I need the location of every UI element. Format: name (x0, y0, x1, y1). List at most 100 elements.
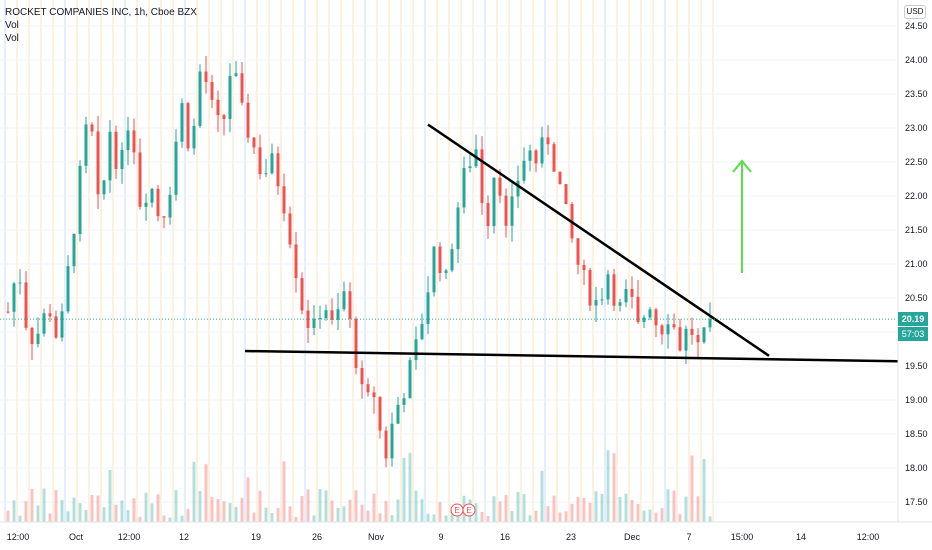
earnings-marker[interactable] (462, 503, 476, 517)
candle-body (114, 131, 118, 170)
volume-bar (606, 450, 610, 522)
grid-lines (0, 25, 896, 503)
candle-body (78, 165, 82, 234)
candle-body (24, 282, 28, 328)
candle-body (132, 130, 136, 153)
candle-body (174, 141, 178, 195)
volume-bar (348, 499, 352, 522)
volume-bar (612, 453, 616, 522)
session-stripe (712, 0, 714, 522)
candle-body (150, 188, 154, 203)
candle-body (222, 115, 226, 119)
candle-body (156, 188, 160, 217)
support-trendline[interactable] (244, 349, 899, 363)
volume-bar (270, 513, 274, 522)
candle-body (552, 144, 556, 172)
time-tick-label: Dec (624, 532, 641, 542)
candle-body (270, 153, 274, 174)
candle-body (318, 318, 322, 320)
candle-body (90, 124, 94, 132)
volume-bar (174, 490, 178, 522)
session-stripe (532, 0, 534, 522)
volume-bar (246, 477, 250, 522)
candle-body (540, 137, 544, 164)
volume-bar (408, 452, 412, 522)
volume-bar (222, 501, 226, 522)
candle-body (618, 302, 622, 306)
currency-button[interactable]: USD (904, 5, 926, 19)
volume-bar (666, 489, 670, 522)
volume-bar (678, 514, 682, 522)
candle-body (84, 124, 88, 166)
candle-body (18, 282, 22, 284)
price-axis[interactable]: 17.5018.0018.5019.0019.5020.0020.5021.00… (905, 21, 928, 507)
symbol-title[interactable]: ROCKET COMPANIES INC, 1h, Cboe BZX (5, 7, 197, 18)
volume-bar (54, 490, 58, 522)
candle-body (252, 137, 256, 148)
volume-indicator-label-1[interactable]: Vol (5, 20, 19, 31)
candle-body (390, 423, 394, 459)
candle-body (558, 171, 562, 185)
candle-body (516, 180, 520, 197)
volume-bar (654, 512, 658, 522)
volume-bar (108, 469, 112, 522)
volume-bar (510, 511, 514, 522)
session-stripe (328, 0, 330, 522)
session-stripe (424, 0, 426, 522)
candle-body (198, 71, 202, 126)
candle-body (522, 160, 526, 181)
volume-bar (102, 507, 106, 522)
volume-bar (570, 503, 574, 522)
candle-body (240, 73, 244, 103)
volume-bar (516, 491, 520, 522)
drawing-annotations[interactable] (0, 123, 899, 363)
session-stripe (436, 0, 438, 522)
session-stripe (676, 0, 678, 522)
volume-bar (588, 502, 592, 522)
volume-bar (216, 498, 220, 522)
volume-bar (36, 505, 40, 522)
candle-body (696, 334, 700, 343)
candle-body (276, 153, 280, 187)
candle-body (96, 131, 100, 195)
volume-bar (30, 488, 34, 522)
volume-bar (600, 494, 604, 522)
candle-body (312, 318, 316, 328)
candle-body (690, 328, 694, 335)
time-tick-label: 12:00 (118, 532, 141, 542)
volume-indicator-label-2[interactable]: Vol (5, 33, 19, 44)
up-arrow-head[interactable] (732, 159, 752, 173)
time-axis[interactable]: 12:00 Oct 12:00 12 19 26 Nov 9 16 23 Dec 7 15:00 14 12… (7, 532, 880, 542)
session-stripe (652, 0, 654, 522)
candle-body (300, 278, 304, 311)
session-stripe (280, 0, 282, 522)
candle-body (444, 270, 448, 273)
candle-body (204, 71, 208, 82)
time-tick-label: 9 (438, 532, 443, 542)
price-tick-label: 22.00 (905, 191, 928, 201)
session-stripe (508, 0, 510, 522)
volume-bar (336, 507, 340, 522)
candle-body (420, 323, 424, 340)
volume-bar (240, 497, 244, 522)
volume-bar (60, 499, 64, 522)
time-tick-label: 12 (179, 532, 189, 542)
volume-bar (534, 510, 538, 522)
price-tick-label: 24.50 (905, 21, 928, 31)
candle-body (642, 317, 646, 323)
candle-body (630, 288, 634, 297)
candle-body (654, 309, 658, 326)
volume-bar (492, 496, 496, 522)
session-stripe (208, 0, 210, 522)
volume-bar (432, 514, 436, 522)
volume-bar (6, 510, 10, 522)
volume-bar (414, 490, 418, 522)
session-stripe (220, 0, 222, 522)
descending-trendline[interactable] (427, 123, 770, 357)
session-stripe (520, 0, 522, 522)
volume-bar (18, 515, 22, 522)
candle-body (348, 291, 352, 319)
volume-bar (84, 510, 88, 522)
